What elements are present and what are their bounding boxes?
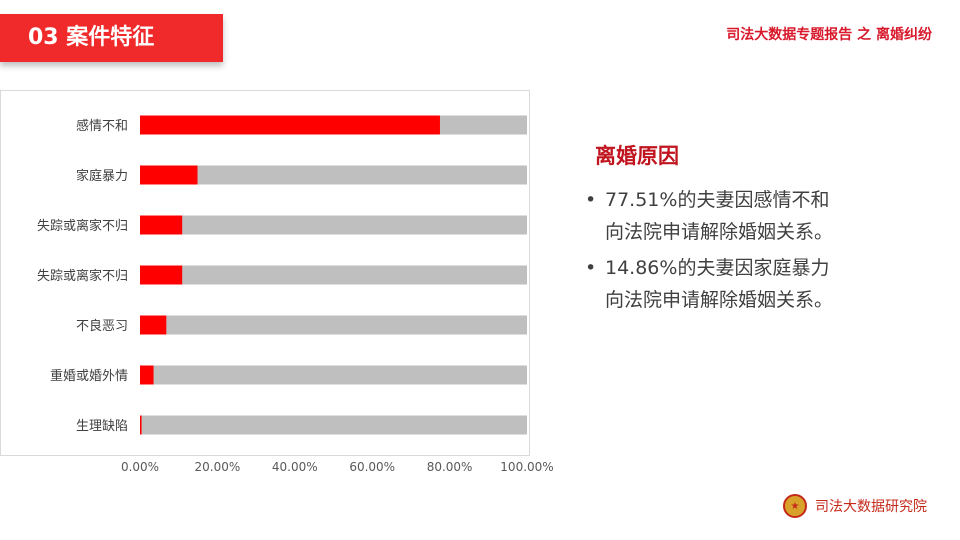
x-tick-label: 40.00% [272, 460, 318, 474]
bar-value [140, 215, 183, 235]
bar-remainder [140, 165, 527, 185]
bar-value [140, 365, 154, 385]
bullet-line: 77.51%的夫妻因感情不和 [605, 189, 830, 211]
bullet-line: 向法院申请解除婚姻关系。 [605, 289, 834, 311]
bullet-line: 向法院申请解除婚姻关系。 [605, 221, 834, 243]
bar-remainder [140, 315, 527, 335]
bullet-item: • 77.51%的夫妻因感情不和 向法院申请解除婚姻关系。 [583, 184, 913, 248]
x-tick-label: 100.00% [500, 460, 553, 474]
category-label: 失踪或离家不归 [37, 218, 128, 234]
x-tick-label: 60.00% [349, 460, 395, 474]
footer-logo: ★ 司法大数据研究院 [783, 494, 927, 518]
section-title: 03 案件特征 [28, 25, 155, 50]
category-label: 家庭暴力 [76, 168, 128, 184]
bar-remainder [140, 265, 527, 285]
bar-remainder [140, 415, 527, 435]
bullet-line: 14.86%的夫妻因家庭暴力 [605, 257, 830, 279]
bar-value [140, 115, 440, 135]
category-label: 重婚或婚外情 [50, 368, 128, 384]
category-label: 不良恶习 [76, 318, 128, 334]
court-emblem-icon: ★ [783, 494, 807, 518]
category-label: 生理缺陷 [76, 419, 128, 434]
side-heading: 离婚原因 [595, 144, 679, 168]
bar-remainder [140, 215, 527, 235]
x-tick-label: 0.00% [121, 460, 159, 474]
category-label: 感情不和 [76, 118, 128, 134]
footer-org-name: 司法大数据研究院 [815, 499, 927, 515]
bullet-dot: • [585, 189, 597, 211]
bar-remainder [140, 365, 527, 385]
x-tick-label: 20.00% [195, 460, 241, 474]
plot-frame [0, 90, 530, 456]
bullet-dot: • [585, 257, 597, 279]
report-title: 司法大数据专题报告 之 离婚纠纷 [726, 27, 932, 43]
bar-value [140, 265, 183, 285]
bar-value [140, 315, 167, 335]
bar-value [140, 415, 142, 435]
category-label: 失踪或离家不归 [37, 268, 128, 284]
x-tick-label: 80.00% [427, 460, 473, 474]
side-panel: 离婚原因 • 77.51%的夫妻因感情不和 向法院申请解除婚姻关系。 • 14.… [583, 140, 913, 320]
bar-value [140, 165, 198, 185]
section-header-bar: 03 案件特征 [0, 14, 223, 62]
bullet-item: • 14.86%的夫妻因家庭暴力 向法院申请解除婚姻关系。 [583, 252, 913, 316]
